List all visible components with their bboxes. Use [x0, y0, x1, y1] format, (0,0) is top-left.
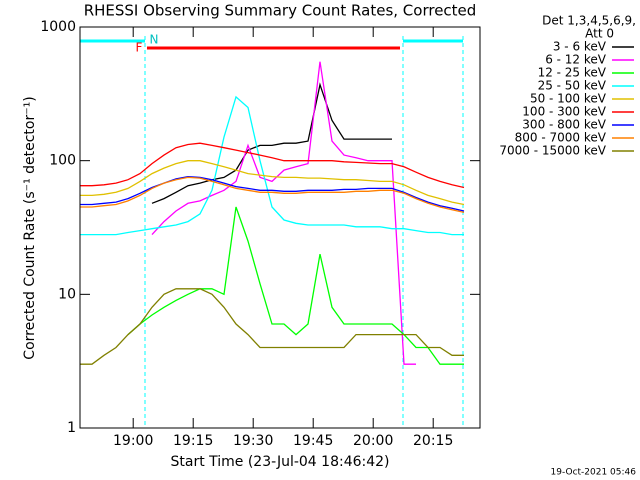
flare-flag: F: [136, 41, 143, 55]
legend-label: 12 - 25 keV: [538, 66, 607, 80]
x-tick-label: 19:15: [173, 433, 213, 449]
legend-header: Att 0: [585, 27, 614, 41]
x-axis-label: Start Time (23-Jul-04 18:46:42): [170, 454, 389, 470]
y-tick-label: 1: [67, 420, 76, 436]
footer: 19-Oct-2021 05:46: [551, 468, 637, 478]
series-line: [127, 206, 464, 365]
y-tick-label: 1000: [40, 19, 76, 35]
y-tick-label: 10: [58, 286, 76, 302]
legend-label: 25 - 50 keV: [538, 79, 607, 93]
plot-frame: [79, 26, 481, 429]
legend-label: 100 - 300 keV: [522, 105, 606, 119]
legend-label: 6 - 12 keV: [545, 53, 607, 67]
x-tick-label: 19:30: [233, 433, 273, 449]
series-line: [80, 142, 465, 189]
x-tick-label: 20:15: [413, 433, 453, 449]
series-line: [80, 175, 465, 212]
series-line: [151, 82, 392, 204]
series-line: [80, 160, 465, 206]
legend-label: 3 - 6 keV: [553, 40, 607, 54]
series-line: [151, 61, 416, 365]
legend-label: 300 - 800 keV: [522, 118, 606, 132]
legend-label: 7000 - 15000 keV: [499, 144, 606, 158]
x-tick-label: 19:00: [113, 433, 153, 449]
x-tick-label: 20:00: [353, 433, 393, 449]
legend-label: 800 - 7000 keV: [515, 131, 607, 145]
series-line: [80, 288, 464, 365]
y-tick-label: 100: [49, 153, 76, 169]
series-line: [80, 95, 464, 236]
night-flag: N: [150, 33, 159, 47]
chart-title: RHESSI Observing Summary Count Rates, Co…: [84, 2, 477, 20]
series-line: [80, 176, 465, 214]
x-tick-label: 19:45: [293, 433, 333, 449]
y-axis-label: Corrected Count Rate (s⁻¹ detector⁻¹): [22, 96, 38, 359]
legend-label: 50 - 100 keV: [530, 92, 607, 106]
legend-header: Det 1,3,4,5,6,9,: [542, 14, 636, 28]
